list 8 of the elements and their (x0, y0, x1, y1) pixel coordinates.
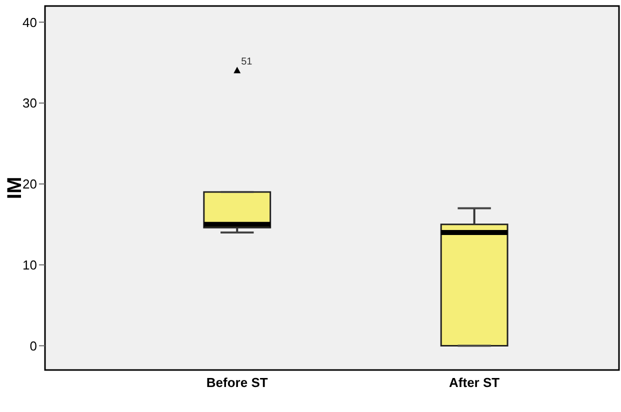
y-tick-label: 20 (22, 176, 37, 192)
y-tick-label: 0 (30, 338, 37, 354)
annotation: 51 (241, 56, 253, 68)
y-tick-label: 30 (22, 96, 37, 111)
y-tick-label: 10 (22, 257, 37, 272)
x-tick-label: Before ST (206, 375, 268, 390)
y-tick-label: 40 (22, 14, 37, 30)
x-tick-label: After ST (449, 375, 500, 390)
